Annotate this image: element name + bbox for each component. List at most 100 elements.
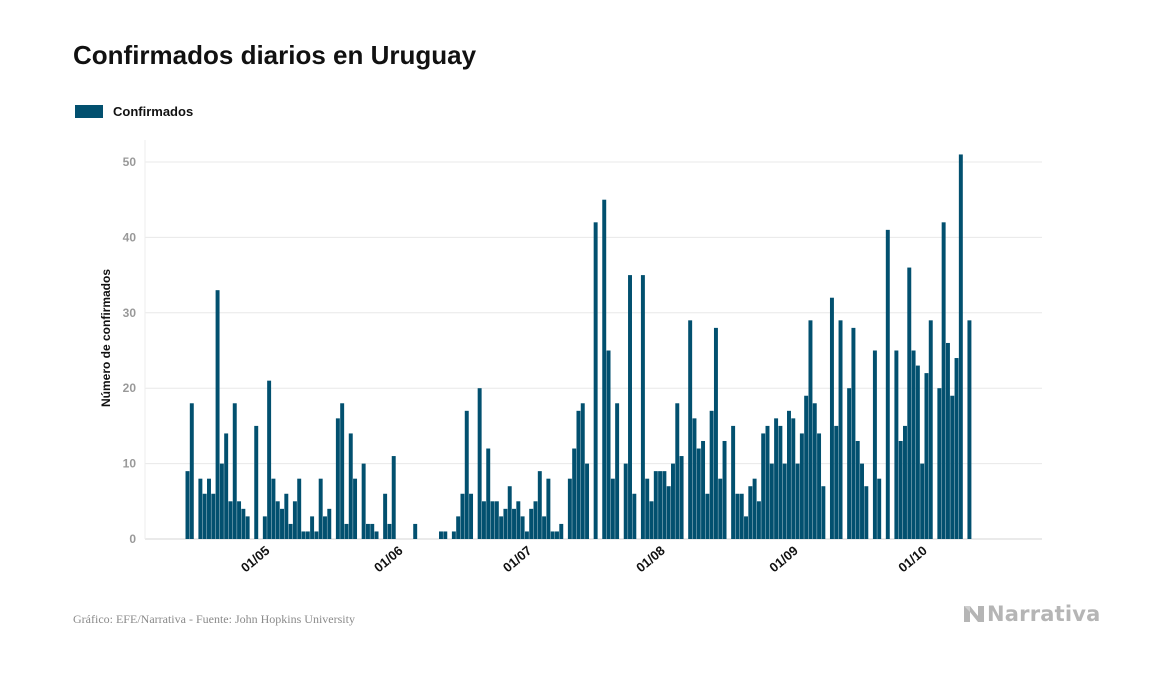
bar xyxy=(954,358,959,539)
bar xyxy=(335,418,340,539)
bar xyxy=(602,199,607,539)
bar xyxy=(928,320,933,539)
bar xyxy=(567,478,572,539)
bar xyxy=(301,531,306,539)
bar xyxy=(576,410,581,539)
bar xyxy=(237,501,242,539)
bar xyxy=(318,478,323,539)
y-tick-label: 10 xyxy=(123,457,137,471)
bar xyxy=(782,463,787,539)
bar xyxy=(323,516,327,539)
bar xyxy=(370,523,375,539)
bar xyxy=(709,410,714,539)
bar xyxy=(860,463,864,539)
bar xyxy=(606,350,611,539)
bar xyxy=(585,463,590,539)
bar xyxy=(490,501,495,539)
bar xyxy=(443,531,448,539)
bar xyxy=(185,471,190,539)
bar xyxy=(898,440,903,539)
bar xyxy=(679,456,684,539)
bar xyxy=(297,478,302,539)
bar xyxy=(464,410,469,539)
bar xyxy=(198,478,203,539)
bar xyxy=(456,516,461,539)
bar xyxy=(580,403,585,539)
bar xyxy=(653,471,658,539)
x-tick-label: 01/09 xyxy=(766,543,801,575)
bar xyxy=(327,508,332,539)
bar xyxy=(769,463,774,539)
bar xyxy=(731,425,736,539)
bar xyxy=(615,403,620,539)
bar xyxy=(499,516,504,539)
bar xyxy=(353,478,358,539)
bar xyxy=(649,501,654,539)
bar xyxy=(774,418,779,539)
x-tick-label: 01/08 xyxy=(633,543,668,575)
bar xyxy=(864,486,869,539)
y-tick-label: 20 xyxy=(123,381,137,395)
bar xyxy=(675,403,680,539)
bar xyxy=(829,297,834,539)
x-tick-label: 01/07 xyxy=(500,543,535,575)
bar xyxy=(834,425,839,539)
bar xyxy=(383,493,388,539)
bar xyxy=(812,403,817,539)
bar xyxy=(907,267,912,539)
bar xyxy=(692,418,697,539)
bar xyxy=(228,501,233,539)
bar xyxy=(795,463,800,539)
bar xyxy=(713,327,718,539)
bar xyxy=(224,433,229,539)
bar xyxy=(735,493,740,539)
bar xyxy=(855,440,860,539)
bar xyxy=(546,478,551,539)
bar xyxy=(469,493,474,539)
bar xyxy=(920,463,925,539)
bar xyxy=(572,448,577,539)
bar xyxy=(507,486,512,539)
bar xyxy=(799,433,804,539)
bar xyxy=(305,531,310,539)
bar xyxy=(808,320,813,539)
narrativa-logo-icon xyxy=(964,606,984,622)
bar xyxy=(503,508,508,539)
bar xyxy=(451,531,456,539)
bar xyxy=(550,531,555,539)
bar xyxy=(439,531,443,539)
bar xyxy=(211,493,216,539)
bar xyxy=(555,531,559,539)
bar xyxy=(271,478,276,539)
y-tick-label: 0 xyxy=(129,532,136,546)
bar xyxy=(739,493,744,539)
bar xyxy=(460,493,465,539)
bar xyxy=(310,516,315,539)
bar xyxy=(632,493,637,539)
bar xyxy=(894,350,899,539)
bar xyxy=(765,425,770,539)
bar xyxy=(219,463,224,539)
bar xyxy=(477,388,482,539)
bar xyxy=(413,523,418,539)
bar xyxy=(718,478,723,539)
bar xyxy=(215,290,220,539)
bar xyxy=(529,508,534,539)
bar xyxy=(838,320,843,539)
bar xyxy=(486,448,491,539)
bar xyxy=(284,493,289,539)
x-tick-label: 01/10 xyxy=(895,543,930,575)
bar xyxy=(628,275,632,539)
bar xyxy=(245,516,250,539)
bar xyxy=(391,456,396,539)
bar xyxy=(817,433,822,539)
bar xyxy=(967,320,972,539)
bar xyxy=(533,501,538,539)
bar xyxy=(958,154,963,539)
bar xyxy=(937,388,942,539)
bar xyxy=(344,523,349,539)
bar xyxy=(761,433,766,539)
bar xyxy=(671,463,675,539)
bar xyxy=(658,471,663,539)
bar xyxy=(804,395,809,539)
